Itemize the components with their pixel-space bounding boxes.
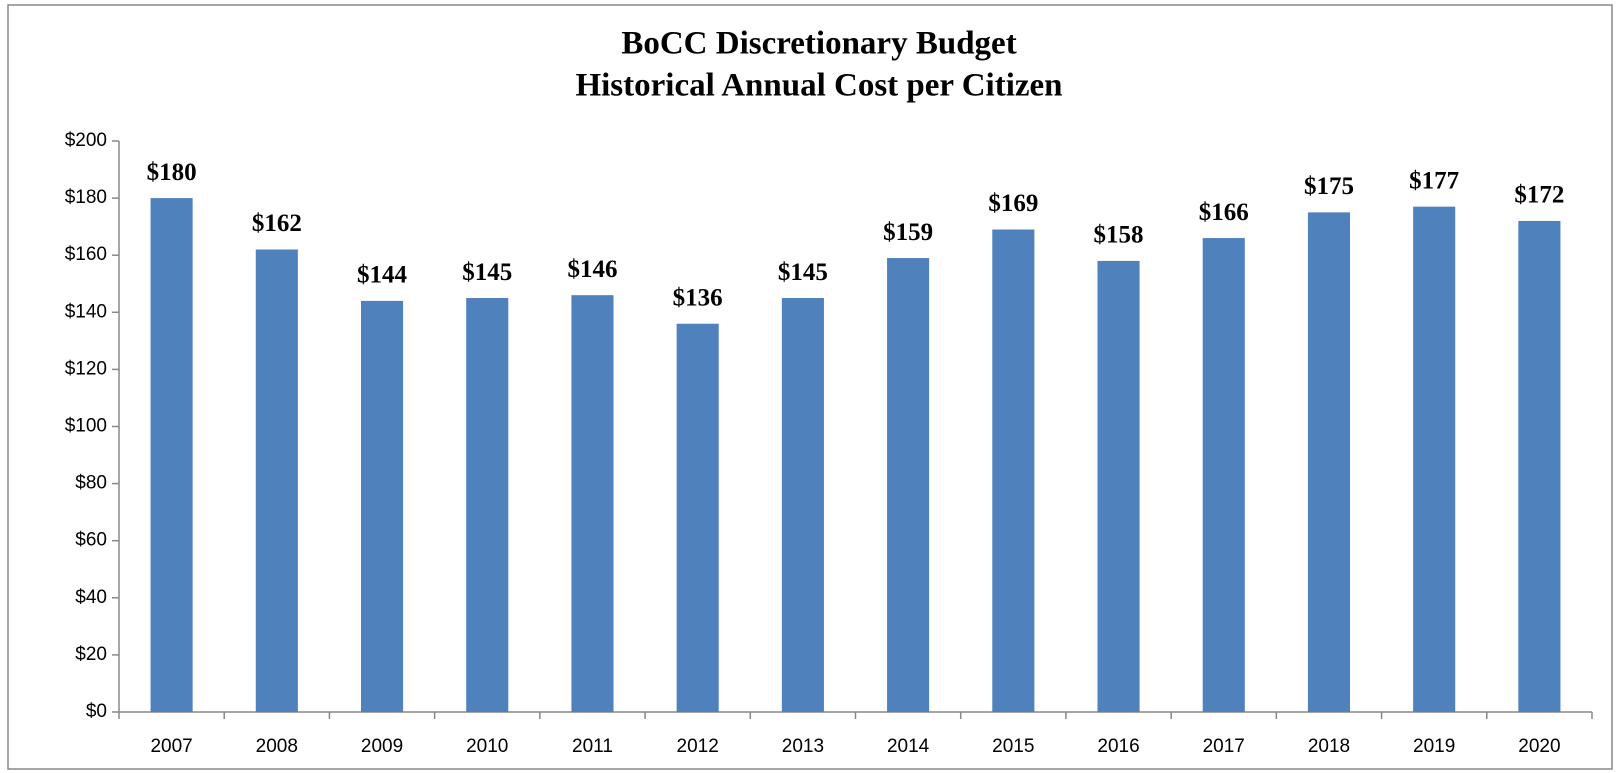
data-label: $159 [883,219,933,246]
bar [571,295,614,712]
data-label: $158 [1094,222,1144,249]
bar [992,229,1035,712]
data-label: $177 [1409,167,1459,194]
y-tick-label: $60 [75,530,107,551]
y-tick-label: $140 [65,301,107,322]
data-label: $180 [147,159,197,186]
x-tick-label: 2018 [1308,736,1350,757]
bar [466,298,509,712]
x-tick-label: 2013 [782,736,824,757]
bar [887,258,930,712]
bar [1307,212,1351,712]
data-label: $162 [252,210,302,237]
bar [360,300,404,712]
bar [1097,260,1140,712]
y-tick-label: $180 [65,187,107,208]
x-tick-label: 2016 [1097,736,1139,757]
bar [1413,206,1456,713]
data-label: $175 [1304,173,1354,200]
y-tick-label: $200 [65,130,107,151]
x-tick-label: 2020 [1518,736,1560,757]
x-tick-label: 2007 [150,736,192,757]
y-tick-label: $20 [75,644,107,665]
y-tick-label: $80 [75,473,107,494]
bar [676,323,719,712]
x-tick-label: 2012 [677,736,719,757]
bar [1518,220,1561,712]
x-tick-label: 2017 [1203,736,1245,757]
data-label: $145 [778,259,828,286]
y-tick-label: $120 [65,358,107,379]
bar [781,298,824,712]
bar [255,249,298,713]
data-label: $166 [1199,199,1249,226]
y-tick-label: $100 [65,416,107,437]
y-tick-label: $40 [75,587,107,608]
chart-frame [7,4,1613,770]
data-label: $136 [673,284,723,311]
data-label: $169 [988,190,1038,217]
x-tick-label: 2011 [572,736,613,757]
x-tick-label: 2010 [466,736,508,757]
x-tick-label: 2008 [256,736,298,757]
y-tick-label: $160 [65,244,107,265]
data-label: $172 [1514,182,1564,209]
x-tick-label: 2014 [887,736,930,757]
chart-subtitle: Historical Annual Cost per Citizen [575,68,1062,104]
y-tick-label: $0 [86,701,107,722]
x-tick-label: 2009 [361,736,403,757]
data-label: $144 [357,262,408,289]
bar [1202,238,1245,712]
x-tick-label: 2019 [1413,736,1455,757]
data-label: $145 [462,259,512,286]
x-tick-label: 2015 [992,736,1034,757]
data-label: $146 [567,256,617,283]
chart-title: BoCC Discretionary Budget [621,26,1016,62]
bar [150,198,193,713]
